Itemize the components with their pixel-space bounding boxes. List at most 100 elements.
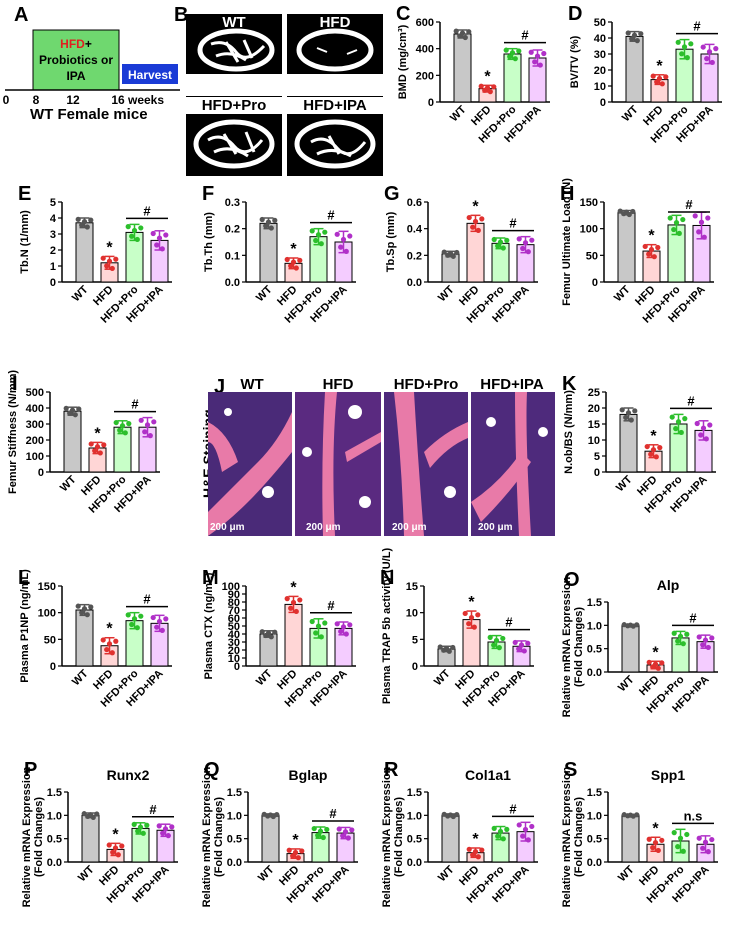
- y-tick-label: 600: [416, 17, 434, 29]
- y-tick-label: 150: [580, 197, 598, 209]
- data-point: [625, 410, 632, 416]
- y-tick-label: 1.5: [407, 787, 422, 799]
- panel-letter: K: [562, 373, 577, 395]
- data-point: [97, 450, 103, 456]
- bar: [261, 814, 280, 863]
- y-axis-label-unit: (Fold Changes): [213, 797, 225, 877]
- y-tick-label: 1: [50, 261, 56, 273]
- data-point: [673, 220, 680, 226]
- data-point: [144, 422, 151, 428]
- significance-hash: #: [509, 801, 517, 816]
- data-point: [272, 629, 278, 635]
- y-axis-label: BMD (mg/cm³): [397, 24, 409, 99]
- data-point: [630, 208, 636, 215]
- treatment-box-line1: HFD+: [60, 37, 92, 51]
- y-tick-label: 40: [228, 629, 240, 641]
- y-axis-label-unit: (Fold Changes): [573, 607, 585, 687]
- data-point: [522, 240, 529, 246]
- data-point: [284, 256, 290, 263]
- y-tick-label: 0.0: [407, 857, 422, 869]
- y-tick-label: 1.5: [587, 597, 602, 609]
- data-point: [675, 844, 681, 850]
- data-point: [156, 823, 162, 829]
- data-point: [651, 254, 657, 260]
- data-point: [69, 407, 76, 413]
- data-point: [696, 835, 702, 841]
- data-point: [638, 31, 644, 37]
- data-point: [659, 81, 665, 87]
- chart-spp1: S Spp1 Relative mRNA Expression (Fold Chang…: [561, 759, 718, 907]
- data-point: [491, 84, 497, 90]
- data-point: [655, 244, 661, 251]
- x-tick-label: WT: [58, 473, 79, 494]
- y-tick-label: 0.6: [407, 197, 422, 209]
- data-point: [150, 614, 156, 621]
- microct-hfd: [287, 14, 383, 74]
- data-point: [512, 56, 518, 62]
- y-tick-label: 50: [228, 621, 240, 633]
- data-point: [650, 845, 656, 851]
- data-point: [90, 814, 96, 820]
- x-tick-label: WT: [254, 283, 275, 304]
- panel-letter: H: [560, 183, 574, 205]
- timeline-weeks: weeks: [127, 93, 164, 107]
- y-tick-label: 0.0: [587, 667, 602, 679]
- data-point: [113, 638, 119, 644]
- significance-star: *: [648, 228, 655, 245]
- bar: [503, 53, 522, 103]
- data-point: [525, 837, 531, 843]
- x-tick-label: WT: [436, 283, 457, 304]
- panel-letter: I: [12, 373, 18, 395]
- chart-col1a1: R Col1a1 Relative mRNA Expression (Fold Cha…: [381, 759, 538, 907]
- data-point: [75, 216, 81, 222]
- data-point: [459, 30, 466, 36]
- data-point: [504, 826, 510, 833]
- data-point: [657, 445, 663, 451]
- data-point: [709, 635, 715, 641]
- y-tick-label: 15: [588, 419, 600, 431]
- data-point: [112, 845, 119, 851]
- bar: [621, 624, 640, 673]
- data-point: [450, 644, 456, 651]
- y-tick-label: 25: [588, 387, 600, 399]
- data-point: [324, 826, 330, 833]
- data-point: [667, 215, 673, 221]
- data-point: [471, 624, 477, 630]
- y-tick-label: 0.1: [225, 250, 240, 262]
- data-point: [504, 237, 510, 243]
- data-point: [309, 618, 315, 625]
- data-point: [705, 644, 711, 651]
- chart-title: Runx2: [107, 767, 150, 783]
- hne-image-hfd-svg: [295, 392, 381, 536]
- bar: [75, 609, 94, 667]
- data-point: [675, 419, 682, 425]
- data-point: [454, 811, 460, 818]
- y-tick-label: 0.2: [225, 224, 240, 236]
- y-tick-label: 100: [222, 581, 240, 593]
- significance-star: *: [472, 831, 479, 848]
- y-tick-label: 50: [586, 250, 598, 262]
- treatment-box-line3: IPA: [66, 69, 85, 83]
- y-tick-label: 0.5: [47, 834, 62, 846]
- bar: [441, 253, 460, 283]
- data-point: [491, 642, 497, 648]
- y-axis-label: Relative mRNA Expression: [381, 766, 393, 907]
- y-tick-label: 0.0: [587, 857, 602, 869]
- data-point: [520, 245, 526, 252]
- y-tick-label: 200: [416, 70, 434, 82]
- bar: [284, 603, 303, 667]
- data-point: [704, 56, 710, 62]
- data-point: [125, 612, 131, 618]
- data-point: [338, 244, 344, 250]
- chart-tb-th: FTb.Th (mm)0.00.10.20.3WT HFDHFD+ProHFD+I…: [202, 183, 356, 326]
- y-axis-label: BV/TV (%): [569, 35, 581, 88]
- y-tick-label: 20: [594, 65, 606, 77]
- data-point: [700, 642, 706, 648]
- data-point: [518, 642, 525, 648]
- data-point: [669, 414, 675, 420]
- significance-hash: #: [685, 197, 693, 212]
- y-tick-label: 400: [416, 44, 434, 56]
- y-tick-label: 0.0: [47, 857, 62, 869]
- panel-letter: M: [202, 567, 219, 589]
